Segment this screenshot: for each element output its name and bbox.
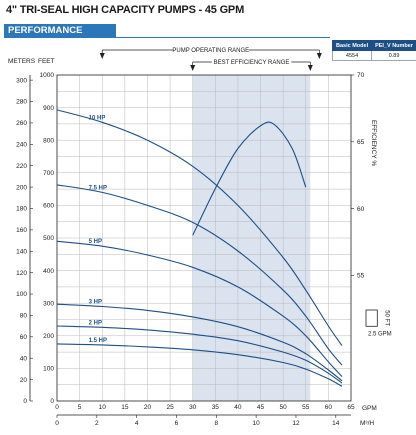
- feet-tick-label: 800: [43, 137, 54, 144]
- operating-range-end-arrow: [316, 53, 322, 59]
- gpm-tick-label: 0: [55, 404, 59, 411]
- meters-tick-label: 20: [20, 377, 28, 384]
- meters-tick-label: 80: [20, 313, 28, 320]
- efficiency-tick-label: 65: [357, 139, 365, 146]
- meters-tick-label: 160: [16, 227, 27, 234]
- model-table: Basic Model PEI_V Number 4554 0.89: [331, 40, 416, 61]
- m3h-tick-label: 6: [175, 420, 179, 427]
- gpm-tick-label: 55: [302, 404, 310, 411]
- efficiency-axis-title: EFFICIENCY %: [370, 120, 377, 166]
- gpm-tick-label: 30: [189, 404, 197, 411]
- meters-tick-label: 300: [16, 77, 27, 84]
- gpm-tick-label: 10: [99, 404, 107, 411]
- meters-tick-label: 260: [16, 120, 27, 127]
- m3h-tick-label: 4: [135, 420, 139, 427]
- efficiency-tick-label: 70: [357, 72, 365, 79]
- curve-label-3-hp: 3 HP: [89, 299, 102, 305]
- section-divider: [116, 37, 330, 38]
- feet-tick-label: 500: [43, 235, 54, 242]
- feet-tick-label: 400: [43, 268, 54, 275]
- best-efficiency-range-label: BEST EFFICIENCY RANGE: [214, 60, 290, 66]
- gpm-tick-label: 5: [78, 404, 82, 411]
- efficiency-tick-label: 60: [357, 206, 365, 213]
- gpm-tick-label: 65: [347, 404, 355, 411]
- feet-tick-label: 300: [43, 300, 54, 307]
- feet-tick-label: 1000: [40, 72, 55, 79]
- meters-tick-label: 120: [16, 270, 27, 277]
- gpm-axis-title: GPM: [362, 405, 377, 412]
- operating-range-label: PUMP OPERATING RANGE: [172, 48, 249, 54]
- meters-tick-label: 180: [16, 206, 27, 213]
- performance-section-band: PERFORMANCE: [4, 24, 116, 38]
- scale-flow-label: 2.5 GPM: [368, 331, 392, 337]
- meters-axis-title: METERS: [8, 58, 36, 65]
- efficiency-curve: [192, 121, 307, 236]
- chart-title: 4" TRI-SEAL HIGH CAPACITY PUMPS - 45 GPM: [6, 4, 245, 16]
- feet-tick-label: 200: [43, 333, 54, 340]
- gpm-tick-label: 25: [166, 404, 174, 411]
- meters-tick-label: 40: [20, 355, 28, 362]
- meters-tick-label: 140: [16, 248, 27, 255]
- gpm-tick-label: 60: [325, 404, 333, 411]
- feet-axis-title: FEET: [38, 58, 55, 65]
- hp-2-hp-curve: [56, 325, 343, 384]
- efficiency-tick-label: 55: [357, 273, 365, 280]
- model-table-cell: 4554: [331, 50, 373, 61]
- curve-label-5-hp: 5 HP: [89, 239, 102, 245]
- curve-label-7-5-hp: 7.5 HP: [89, 185, 107, 191]
- curve-label-2-hp: 2 HP: [89, 320, 102, 326]
- operating-range-start-arrow: [99, 53, 105, 59]
- m3h-tick-label: 2: [95, 420, 99, 427]
- hp-1-5-hp-curve: [56, 343, 343, 387]
- scale-height-label: 50 FT: [383, 310, 389, 326]
- meters-tick-label: 240: [16, 142, 27, 149]
- feet-tick-label: 100: [43, 366, 54, 373]
- m3h-tick-label: 14: [332, 420, 340, 427]
- curve-label-1-5-hp: 1.5 HP: [89, 338, 107, 344]
- gpm-tick-label: 40: [234, 404, 242, 411]
- gpm-tick-label: 20: [144, 404, 152, 411]
- meters-tick-label: 100: [16, 291, 27, 298]
- gpm-tick-label: 35: [212, 404, 220, 411]
- hp-7-5-hp-curve: [56, 184, 343, 366]
- feet-tick-label: 600: [43, 203, 54, 210]
- meters-tick-label: 280: [16, 99, 27, 106]
- best-efficiency-range-start-arrow: [190, 65, 196, 71]
- meters-tick-label: 200: [16, 184, 27, 191]
- gpm-tick-label: 45: [257, 404, 265, 411]
- m3h-tick-label: 10: [253, 420, 261, 427]
- m3h-axis-title: M³/H: [360, 420, 374, 427]
- hp-10-hp-curve: [56, 109, 343, 346]
- meters-tick-label: 60: [20, 334, 28, 341]
- m3h-tick-label: 8: [215, 420, 219, 427]
- meters-tick-label: 220: [16, 163, 27, 170]
- hp-3-hp-curve: [56, 303, 343, 382]
- scale-reference-box: [365, 309, 378, 327]
- feet-tick-label: 900: [43, 105, 54, 112]
- curve-label-10-hp: 10 HP: [89, 115, 106, 121]
- gpm-tick-label: 15: [121, 404, 129, 411]
- best-efficiency-range-end-arrow: [307, 65, 313, 71]
- feet-tick-label: 0: [50, 398, 54, 405]
- meters-tick-label: 0: [23, 398, 27, 405]
- hp-5-hp-curve: [56, 240, 343, 377]
- m3h-tick-label: 12: [292, 420, 300, 427]
- gpm-tick-label: 50: [280, 404, 288, 411]
- feet-tick-label: 700: [43, 170, 54, 177]
- m3h-tick-label: 0: [55, 420, 59, 427]
- plot-frame: [56, 74, 352, 402]
